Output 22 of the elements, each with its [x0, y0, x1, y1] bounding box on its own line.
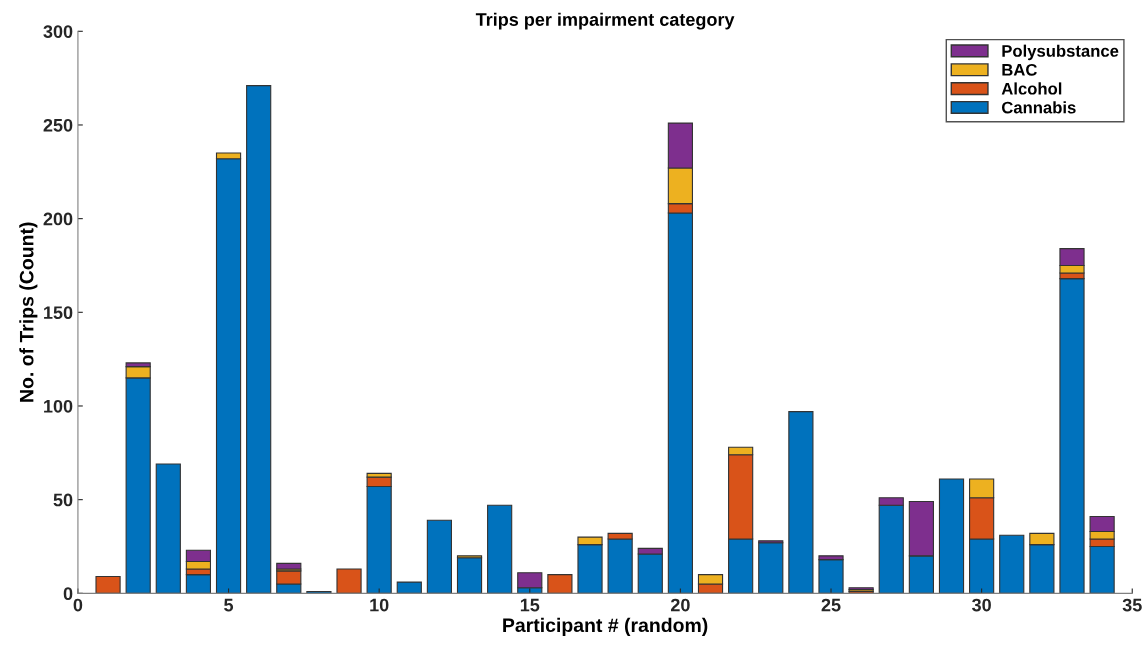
legend-label: BAC: [1002, 63, 1037, 76]
legend-label: Cannabis: [1001, 101, 1076, 114]
y-tick-label: 300: [43, 25, 73, 39]
chart-title: Trips per impairment category: [475, 12, 735, 30]
x-tick-label: 0: [73, 598, 83, 612]
x-tick-label: 15: [520, 598, 540, 612]
x-tick-label: 5: [224, 598, 234, 612]
x-tick-label: 35: [1122, 598, 1142, 612]
x-tick-label: 30: [972, 598, 991, 612]
x-axis-title: Participant # (random): [503, 617, 708, 636]
x-tick-label: 25: [821, 598, 841, 612]
legend-label: Polysubstance: [1002, 44, 1119, 61]
y-tick-label: 200: [43, 212, 73, 226]
legend-label: Alcohol: [1001, 82, 1062, 95]
y-tick-label: 100: [44, 399, 73, 413]
y-tick-label: 50: [53, 493, 73, 507]
x-tick-label: 10: [370, 598, 389, 612]
y-tick-label: 0: [63, 587, 73, 601]
x-tick-label: 20: [670, 598, 690, 612]
y-tick-label: 250: [43, 118, 73, 132]
y-tick-label: 150: [44, 306, 73, 320]
y-axis-title: No. of Trips (Count): [19, 222, 38, 402]
